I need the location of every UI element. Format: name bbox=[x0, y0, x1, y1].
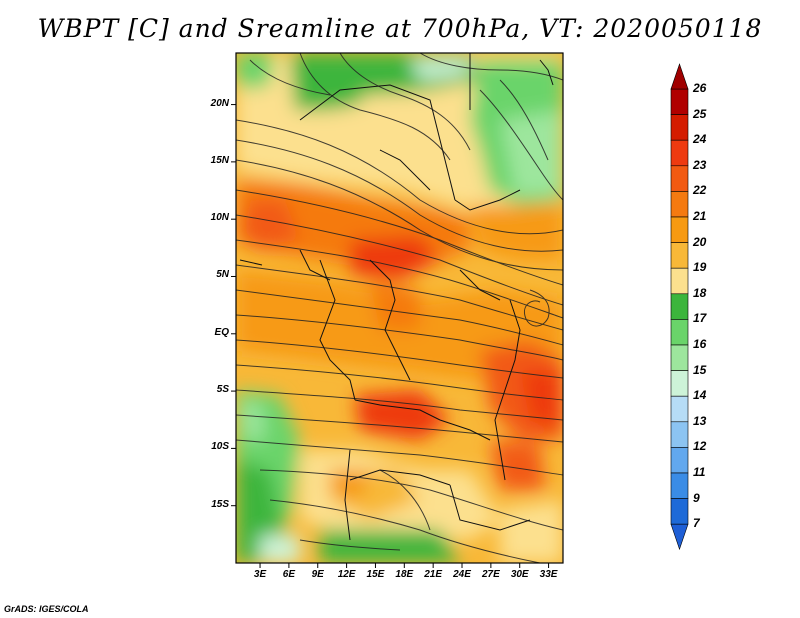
colorbar-swatch bbox=[670, 421, 689, 448]
lat-tick-label: 15N bbox=[210, 154, 229, 166]
colorbar-swatch bbox=[670, 216, 689, 243]
colorbar-label: 15 bbox=[693, 362, 707, 377]
colorbar-swatch bbox=[670, 319, 689, 346]
colorbar-swatch bbox=[670, 242, 689, 269]
lat-tick-label: 10N bbox=[210, 212, 229, 224]
colorbar-swatch bbox=[670, 191, 689, 218]
lat-tick-label: 20N bbox=[210, 97, 229, 109]
colorbar-swatch bbox=[670, 165, 689, 192]
colorbar-label: 9 bbox=[693, 490, 700, 505]
colorbar-label: 17 bbox=[693, 311, 707, 326]
lon-tick-label: 3E bbox=[253, 569, 267, 580]
lat-tick-label: 10S bbox=[211, 441, 229, 453]
colorbar-label: 26 bbox=[693, 81, 707, 95]
lon-tick-label: 6E bbox=[282, 569, 295, 580]
colorbar-swatch bbox=[670, 447, 689, 474]
colorbar-label: 18 bbox=[693, 285, 707, 300]
colorbar-swatch bbox=[670, 344, 689, 371]
lon-tick-label: 21E bbox=[424, 569, 443, 580]
lat-tick-label: EQ bbox=[214, 326, 229, 338]
grads-credit: GrADS: IGES/COLA bbox=[4, 604, 89, 614]
colorbar-label: 19 bbox=[693, 260, 707, 275]
colorbar-label: 23 bbox=[693, 157, 707, 172]
lon-tick-label: 18E bbox=[395, 569, 414, 580]
lat-tick-label: 5S bbox=[216, 384, 229, 396]
lon-tick-label: 15E bbox=[366, 569, 385, 580]
colorbar-label: 16 bbox=[693, 337, 707, 351]
colorbar-label: 22 bbox=[693, 183, 707, 198]
colorbar-label: 14 bbox=[693, 388, 707, 403]
colorbar-swatch bbox=[670, 114, 689, 141]
colorbar-swatch bbox=[670, 139, 689, 167]
colorbar-label: 25 bbox=[693, 106, 707, 121]
colorbar-swatch bbox=[670, 472, 689, 499]
temperature-field bbox=[236, 53, 563, 563]
chart-title: WBPT [C] and Sreamline at 700hPa, VT: 20… bbox=[37, 14, 763, 43]
colorbar-label: 24 bbox=[693, 132, 707, 147]
colorbar-label: 7 bbox=[693, 516, 700, 531]
colorbar-label: 20 bbox=[693, 234, 707, 249]
colorbar-min-arrow bbox=[670, 523, 689, 551]
colorbar-swatch bbox=[670, 370, 689, 397]
colorbar-max-arrow bbox=[670, 63, 689, 90]
lon-tick-label: 24E bbox=[453, 569, 471, 580]
colorbar-swatch bbox=[670, 267, 689, 295]
colorbar-label: 12 bbox=[693, 439, 707, 454]
lat-tick-label: 15S bbox=[211, 498, 229, 510]
lon-tick-label: 33E bbox=[539, 569, 558, 580]
lat-tick-label: 5N bbox=[216, 269, 229, 281]
colorbar-swatch bbox=[670, 293, 689, 320]
lon-tick-label: 9E bbox=[311, 569, 324, 580]
colorbar-swatch bbox=[670, 498, 689, 525]
map-frame bbox=[235, 52, 564, 564]
lon-tick-label: 12E bbox=[337, 569, 356, 580]
colorbar-label: 13 bbox=[693, 413, 707, 428]
lon-tick-label: 27E bbox=[481, 569, 500, 580]
colorbar-swatch bbox=[670, 88, 689, 115]
country-borders bbox=[239, 53, 554, 541]
colorbar-swatch bbox=[670, 395, 689, 423]
colorbar-label: 21 bbox=[693, 209, 707, 223]
colorbar-label: 11 bbox=[693, 465, 706, 479]
lon-tick-label: 30E bbox=[510, 569, 529, 580]
streamlines bbox=[236, 53, 563, 563]
